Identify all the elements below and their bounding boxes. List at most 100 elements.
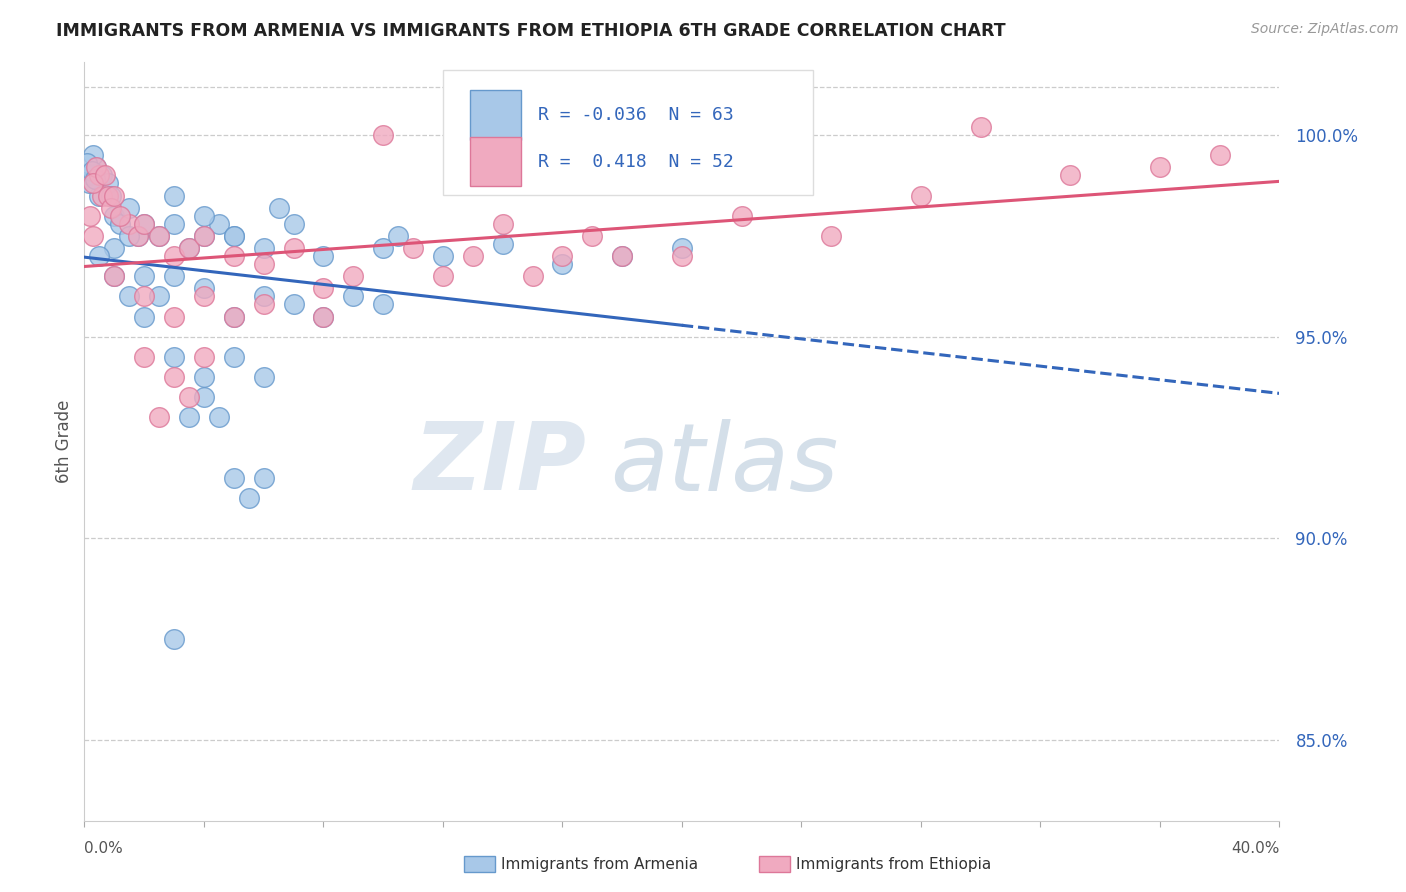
Point bbox=[373, 128, 395, 142]
Point bbox=[492, 236, 515, 251]
Point bbox=[177, 390, 200, 404]
Point bbox=[312, 281, 335, 295]
Point bbox=[193, 228, 215, 243]
Point bbox=[76, 156, 98, 170]
FancyBboxPatch shape bbox=[443, 70, 814, 195]
Point bbox=[103, 269, 125, 284]
Point bbox=[193, 289, 215, 303]
Point bbox=[163, 310, 186, 324]
Point bbox=[89, 249, 111, 263]
Point bbox=[461, 249, 484, 263]
Point bbox=[163, 188, 186, 202]
Point bbox=[312, 310, 335, 324]
Point bbox=[83, 172, 105, 186]
Text: 40.0%: 40.0% bbox=[1232, 841, 1279, 855]
Point bbox=[163, 249, 186, 263]
Point bbox=[387, 228, 409, 243]
Point bbox=[267, 201, 290, 215]
Point bbox=[208, 217, 231, 231]
Point bbox=[132, 217, 156, 231]
Point bbox=[193, 390, 215, 404]
Point bbox=[103, 269, 125, 284]
Point bbox=[970, 120, 993, 134]
Point bbox=[82, 228, 104, 243]
Point bbox=[208, 410, 231, 425]
Point bbox=[79, 209, 101, 223]
Point bbox=[118, 289, 141, 303]
Text: 0.0%: 0.0% bbox=[84, 841, 124, 855]
Point bbox=[118, 228, 141, 243]
Point bbox=[80, 164, 103, 178]
Point bbox=[342, 269, 364, 284]
Point bbox=[283, 217, 305, 231]
Point bbox=[432, 269, 454, 284]
Point bbox=[731, 209, 754, 223]
Point bbox=[193, 370, 215, 384]
Point bbox=[222, 228, 245, 243]
Point bbox=[86, 161, 108, 175]
Point bbox=[283, 297, 305, 311]
Point bbox=[132, 217, 156, 231]
Text: Immigrants from Armenia: Immigrants from Armenia bbox=[501, 857, 697, 871]
Point bbox=[163, 217, 186, 231]
Point bbox=[127, 228, 149, 243]
Point bbox=[89, 188, 111, 202]
Point bbox=[612, 249, 634, 263]
Point bbox=[163, 370, 186, 384]
Point bbox=[193, 350, 215, 364]
Point bbox=[118, 201, 141, 215]
Point bbox=[118, 217, 141, 231]
Point bbox=[177, 410, 200, 425]
Point bbox=[222, 249, 245, 263]
Point bbox=[373, 297, 395, 311]
Point bbox=[148, 228, 170, 243]
Text: atlas: atlas bbox=[610, 418, 838, 510]
Point bbox=[373, 241, 395, 255]
Y-axis label: 6th Grade: 6th Grade bbox=[55, 400, 73, 483]
Point bbox=[222, 310, 245, 324]
Point bbox=[193, 228, 215, 243]
Point bbox=[222, 310, 245, 324]
Text: Source: ZipAtlas.com: Source: ZipAtlas.com bbox=[1251, 22, 1399, 37]
Point bbox=[253, 471, 276, 485]
Point bbox=[82, 177, 104, 191]
Text: R = -0.036  N = 63: R = -0.036 N = 63 bbox=[538, 106, 734, 124]
Point bbox=[132, 310, 156, 324]
Point bbox=[110, 209, 132, 223]
Point bbox=[77, 177, 100, 191]
Point bbox=[222, 350, 245, 364]
Point bbox=[132, 269, 156, 284]
Point bbox=[1209, 148, 1232, 162]
Point bbox=[100, 201, 122, 215]
Point bbox=[492, 217, 515, 231]
Point bbox=[551, 257, 574, 271]
Point bbox=[238, 491, 260, 505]
Point bbox=[148, 410, 170, 425]
Point bbox=[91, 169, 114, 183]
Point bbox=[163, 269, 186, 284]
Point bbox=[910, 188, 932, 202]
Point bbox=[89, 169, 111, 183]
Point bbox=[312, 310, 335, 324]
Point bbox=[97, 177, 120, 191]
Point bbox=[91, 188, 114, 202]
Point bbox=[148, 289, 170, 303]
Point bbox=[253, 297, 276, 311]
Point bbox=[132, 289, 156, 303]
Point bbox=[193, 209, 215, 223]
Point bbox=[283, 241, 305, 255]
Point bbox=[100, 188, 122, 202]
Point bbox=[253, 257, 276, 271]
Point bbox=[342, 289, 364, 303]
FancyBboxPatch shape bbox=[471, 90, 520, 140]
FancyBboxPatch shape bbox=[471, 137, 520, 186]
Point bbox=[132, 350, 156, 364]
Point bbox=[148, 228, 170, 243]
Point bbox=[163, 350, 186, 364]
Point bbox=[94, 169, 117, 183]
Point bbox=[103, 241, 125, 255]
Point bbox=[551, 249, 574, 263]
Point bbox=[127, 228, 149, 243]
Point bbox=[312, 249, 335, 263]
Point bbox=[163, 632, 186, 647]
